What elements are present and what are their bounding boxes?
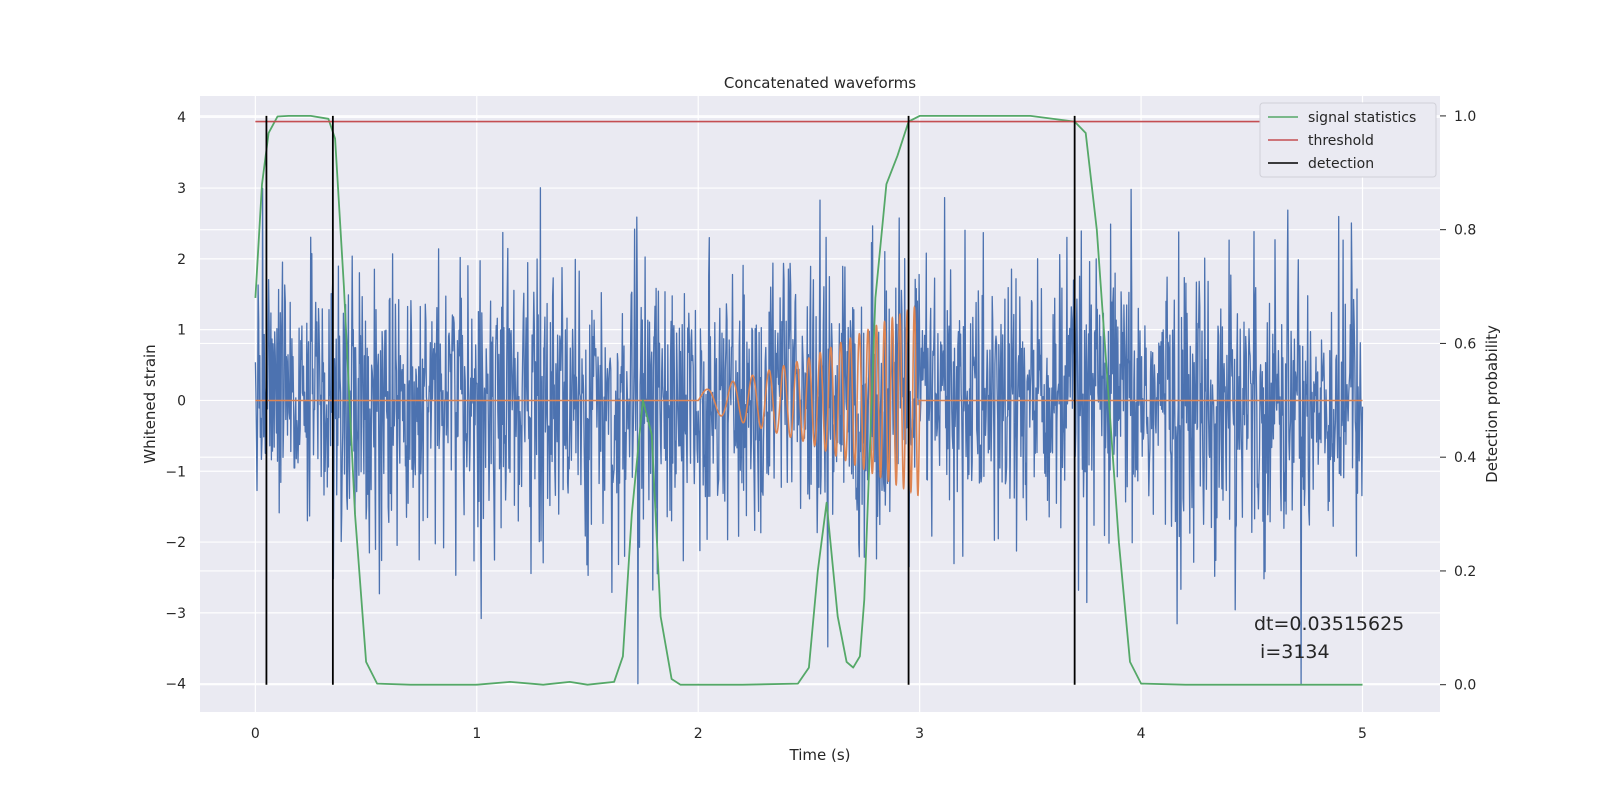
y-tick-label: −3 <box>165 606 186 622</box>
injected-series <box>255 305 1363 497</box>
tick-labels: 0 1 2 3 4 5 −4 −3 −2 −1 0 1 2 3 4 0.0 0.2 0.4 0.6 0.8 1.0 <box>165 109 1476 742</box>
strain-line <box>254 187 1364 685</box>
x-axis-label: Time (s) <box>789 746 851 764</box>
x-tick-label: 4 <box>1137 726 1146 742</box>
y-axis-label: Whitened strain <box>141 344 159 463</box>
y-tick-label: 4 <box>177 110 186 126</box>
legend-label-threshold: threshold <box>1308 133 1374 149</box>
detection-series <box>265 115 1076 685</box>
legend-label-detection: detection <box>1308 156 1374 172</box>
y-right-tick-label: 1.0 <box>1454 109 1476 125</box>
chart-title: Concatenated waveforms <box>724 74 916 92</box>
signal-statistics-line <box>254 115 1363 686</box>
y-right-tick-label: 0.4 <box>1454 450 1476 466</box>
y-tick-label: −4 <box>165 677 186 693</box>
y-tick-label: 0 <box>177 393 186 409</box>
x-tick-label: 0 <box>251 726 260 742</box>
signal-statistics-series <box>254 115 1363 686</box>
legend-label-signal-statistics: signal statistics <box>1308 110 1416 126</box>
strain-series <box>254 187 1364 685</box>
y-tick-label: −1 <box>165 464 186 480</box>
y-axis-label-right: Detection probability <box>1483 325 1501 483</box>
annotation: dt=0.03515625 i=3134 <box>1254 613 1404 663</box>
x-tick-label: 1 <box>472 726 481 742</box>
y-tick-label: −2 <box>165 535 186 551</box>
y-tick-label: 2 <box>177 252 186 268</box>
y-right-tick-label: 0.8 <box>1454 223 1476 239</box>
y-right-tick-label: 0.0 <box>1454 678 1476 694</box>
legend-box <box>1259 102 1437 178</box>
injected-waveform-line <box>255 305 1363 497</box>
y-right-tick-label: 0.6 <box>1454 336 1476 352</box>
y-tick-label: 3 <box>177 181 186 197</box>
x-tick-label: 5 <box>1358 726 1367 742</box>
x-tick-label: 2 <box>694 726 703 742</box>
x-tick-label: 3 <box>915 726 924 742</box>
annotation-line-2: i=3134 <box>1254 641 1330 663</box>
y-tick-label: 1 <box>177 323 186 339</box>
annotation-line-1: dt=0.03515625 <box>1254 613 1404 635</box>
y-right-tick-label: 0.2 <box>1454 564 1476 580</box>
legend: signal statistics threshold detection <box>1259 102 1437 178</box>
